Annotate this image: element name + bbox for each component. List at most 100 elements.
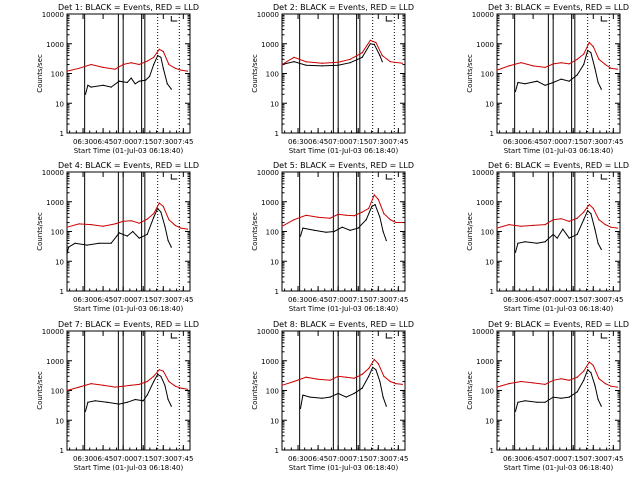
y-tick-label: 1 bbox=[275, 447, 279, 455]
data-point-lld bbox=[353, 377, 355, 379]
series-line-events bbox=[85, 373, 172, 412]
data-point-lld bbox=[345, 214, 347, 216]
x-tick-label: 06:45 bbox=[308, 296, 328, 304]
data-point-events bbox=[299, 235, 302, 237]
data-point-lld bbox=[186, 228, 188, 230]
data-point-lld bbox=[598, 378, 600, 380]
chart-title: Det 5: BLACK = Events, RED = LLD bbox=[273, 161, 414, 170]
x-axis-label: Start Time (01-Jul-03 06:18:40) bbox=[74, 464, 184, 472]
series-line-events bbox=[515, 49, 602, 92]
data-point-events bbox=[142, 400, 144, 402]
data-point-lld bbox=[281, 63, 283, 66]
data-point-lld bbox=[138, 63, 140, 66]
y-tick-label: 1000 bbox=[261, 358, 279, 366]
data-point-events bbox=[382, 230, 384, 233]
data-point-lld bbox=[146, 60, 148, 62]
data-point-lld bbox=[532, 382, 534, 384]
data-point-lld bbox=[610, 226, 612, 228]
data-point-events bbox=[590, 213, 592, 215]
x-tick-label: 07:15 bbox=[563, 296, 583, 304]
y-axis-label: Counts/sec bbox=[251, 371, 259, 410]
data-point-lld bbox=[329, 217, 331, 219]
y-tick-label: 10000 bbox=[472, 11, 494, 19]
y-tick-label: 1 bbox=[60, 130, 64, 138]
data-point-events bbox=[594, 228, 596, 230]
x-tick-label: 07:30 bbox=[368, 455, 388, 463]
data-point-lld bbox=[568, 220, 570, 222]
det-2-panel: Det 2: BLACK = Events, RED = LLD 1 10 100 10… bbox=[251, 3, 414, 155]
data-point-lld bbox=[381, 55, 383, 57]
data-point-lld bbox=[337, 61, 339, 63]
x-tick-label: 06:30 bbox=[73, 138, 93, 146]
data-point-events bbox=[337, 64, 339, 66]
y-axis-label: Counts/sec bbox=[36, 371, 44, 410]
data-point-lld bbox=[544, 224, 546, 226]
x-tick-label: 07:45 bbox=[388, 455, 408, 463]
data-point-lld bbox=[598, 58, 600, 60]
x-tick-label: 06:30 bbox=[288, 455, 308, 463]
x-tick-label: 07:00 bbox=[328, 296, 348, 304]
x-tick-label: 06:30 bbox=[503, 138, 523, 146]
x-tick-label: 07:15 bbox=[133, 455, 153, 463]
y-tick-label: 100 bbox=[481, 388, 494, 396]
data-point-lld bbox=[377, 363, 379, 365]
data-point-lld bbox=[583, 53, 585, 55]
data-point-lld bbox=[361, 211, 363, 213]
data-point-lld bbox=[146, 380, 148, 383]
data-point-events bbox=[102, 84, 104, 86]
data-point-events bbox=[524, 83, 526, 85]
y-tick-label: 1 bbox=[60, 288, 64, 296]
x-tick-label: 07:30 bbox=[153, 455, 173, 463]
data-point-events bbox=[524, 400, 526, 402]
data-point-lld bbox=[122, 220, 124, 222]
data-point-lld bbox=[520, 225, 522, 227]
data-point-events bbox=[146, 233, 148, 235]
plot-frame bbox=[281, 171, 406, 292]
y-tick-label: 100 bbox=[266, 388, 279, 396]
plot-frame bbox=[66, 171, 191, 292]
data-point-events bbox=[118, 403, 120, 405]
data-point-lld bbox=[568, 63, 570, 65]
chart-title: Det 4: BLACK = Events, RED = LLD bbox=[58, 161, 199, 170]
data-point-events bbox=[517, 81, 519, 84]
det-1-panel: Det 1: BLACK = Events, RED = LLD 1 10 100 10… bbox=[36, 3, 199, 155]
data-point-events bbox=[600, 405, 602, 407]
data-point-lld bbox=[138, 383, 140, 385]
data-point-lld bbox=[588, 41, 590, 44]
series-line-events bbox=[300, 203, 387, 241]
x-tick-label: 07:45 bbox=[603, 138, 623, 146]
data-point-lld bbox=[520, 380, 522, 383]
data-point-events bbox=[560, 397, 562, 399]
data-point-lld bbox=[508, 65, 510, 67]
y-axis-label: Counts/sec bbox=[36, 212, 44, 251]
y-tick-label: 1 bbox=[490, 130, 494, 138]
data-point-lld bbox=[552, 63, 554, 65]
plot-frame bbox=[281, 330, 406, 451]
data-point-events bbox=[379, 55, 381, 57]
y-tick-label: 10000 bbox=[257, 169, 279, 177]
data-point-events bbox=[170, 88, 172, 90]
data-point-lld bbox=[508, 383, 510, 385]
data-point-lld bbox=[369, 39, 371, 42]
x-tick-label: 07:30 bbox=[368, 138, 388, 146]
data-point-lld bbox=[496, 227, 498, 229]
data-point-lld bbox=[576, 58, 578, 60]
data-point-events bbox=[74, 242, 76, 244]
y-axis-label: Counts/sec bbox=[251, 54, 259, 93]
data-point-lld bbox=[349, 58, 351, 60]
data-point-events bbox=[313, 229, 315, 231]
x-axis-label: Start Time (01-Jul-03 06:18:40) bbox=[74, 305, 184, 313]
data-point-events bbox=[536, 242, 538, 244]
data-point-events bbox=[167, 398, 169, 401]
data-point-lld bbox=[90, 224, 92, 226]
data-point-events bbox=[590, 52, 592, 54]
det-6-panel: Det 6: BLACK = Events, RED = LLD 1 10 100 10… bbox=[466, 161, 629, 313]
data-point-events bbox=[562, 228, 564, 230]
chart-title: Det 2: BLACK = Events, RED = LLD bbox=[273, 3, 414, 12]
data-point-lld bbox=[361, 373, 363, 375]
data-point-lld bbox=[66, 70, 68, 72]
data-point-lld bbox=[576, 376, 578, 378]
y-tick-label: 1000 bbox=[46, 41, 64, 49]
data-point-lld bbox=[383, 375, 385, 377]
x-axis-label: Start Time (01-Jul-03 06:18:40) bbox=[289, 147, 399, 155]
